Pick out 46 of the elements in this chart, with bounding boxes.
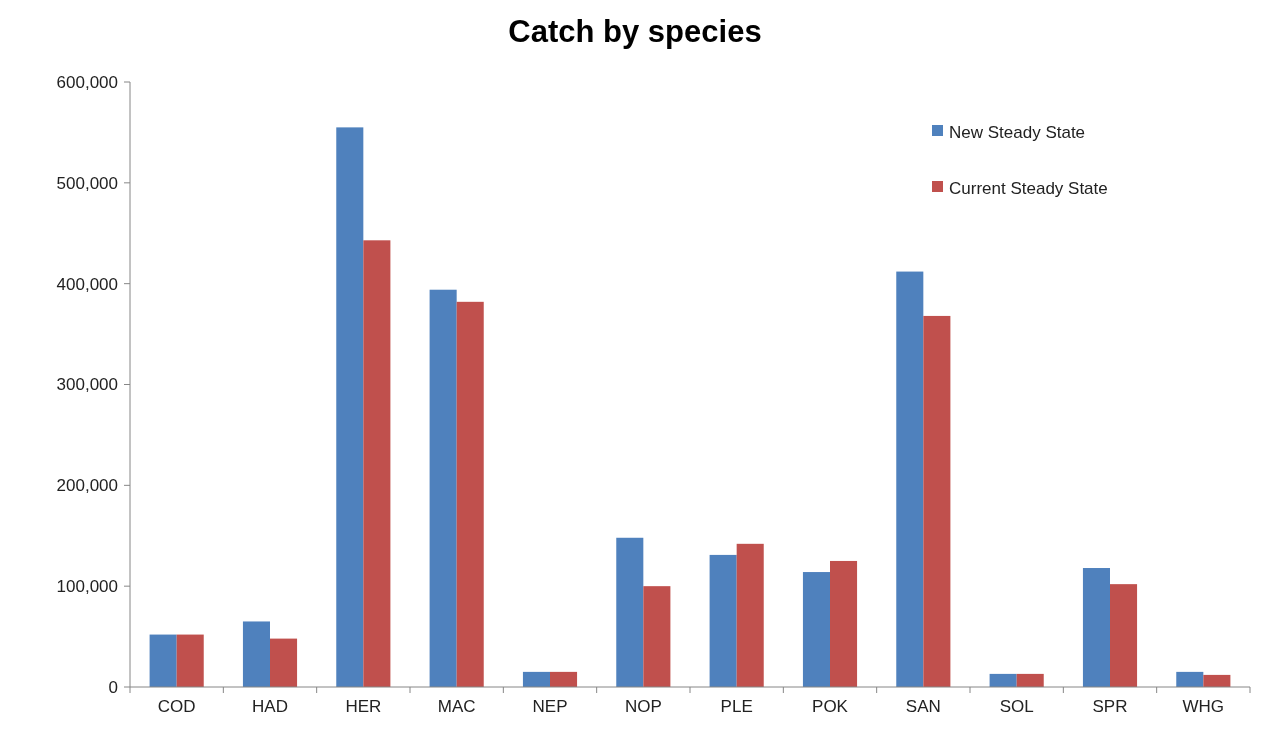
bar: [149, 634, 177, 687]
bar: [336, 127, 364, 687]
bar: [830, 560, 858, 687]
x-tick-label: NOP: [624, 697, 662, 716]
x-tick-label: SPR: [1092, 697, 1128, 716]
bar: [736, 543, 764, 687]
legend-label: Current Steady State: [949, 178, 1108, 198]
y-tick-label: 300,000: [56, 375, 118, 395]
bar: [802, 572, 830, 687]
bar: [176, 634, 204, 687]
y-tick-label: 600,000: [56, 72, 118, 92]
bar: [1016, 673, 1044, 687]
x-tick-label: WHG: [1182, 697, 1225, 716]
x-tick-label: NEP: [532, 697, 568, 716]
x-tick-label: HAD: [252, 697, 288, 716]
bar: [1176, 671, 1204, 687]
x-tick-label: COD: [157, 697, 196, 716]
y-tick-label: 0: [108, 677, 118, 697]
bar: [242, 621, 270, 687]
bar: [270, 638, 298, 687]
y-tick-label: 400,000: [56, 274, 118, 294]
bar: [363, 240, 391, 687]
x-tick-label: MAC: [437, 697, 476, 716]
bar: [522, 671, 550, 687]
bar: [923, 315, 951, 687]
bar: [709, 554, 737, 687]
bar: [1082, 568, 1110, 687]
y-tick-label: 500,000: [56, 173, 118, 193]
bar: [550, 671, 578, 687]
chart-title: Catch by species: [508, 14, 762, 49]
y-tick-label: 100,000: [56, 577, 118, 597]
bar: [643, 586, 671, 687]
bar: [429, 289, 457, 687]
x-tick-label: SAN: [905, 697, 941, 716]
bar: [989, 673, 1017, 687]
bar: [456, 301, 484, 687]
bar: [1110, 584, 1138, 687]
x-tick-label: SOL: [999, 697, 1034, 716]
bar: [616, 537, 644, 687]
x-tick-label: PLE: [720, 697, 753, 716]
bar: [1203, 674, 1231, 687]
x-tick-label: HER: [345, 697, 382, 716]
x-tick-label: POK: [812, 697, 849, 716]
y-tick-label: 200,000: [56, 476, 118, 496]
legend-label: New Steady State: [949, 122, 1086, 142]
bar: [896, 271, 924, 687]
